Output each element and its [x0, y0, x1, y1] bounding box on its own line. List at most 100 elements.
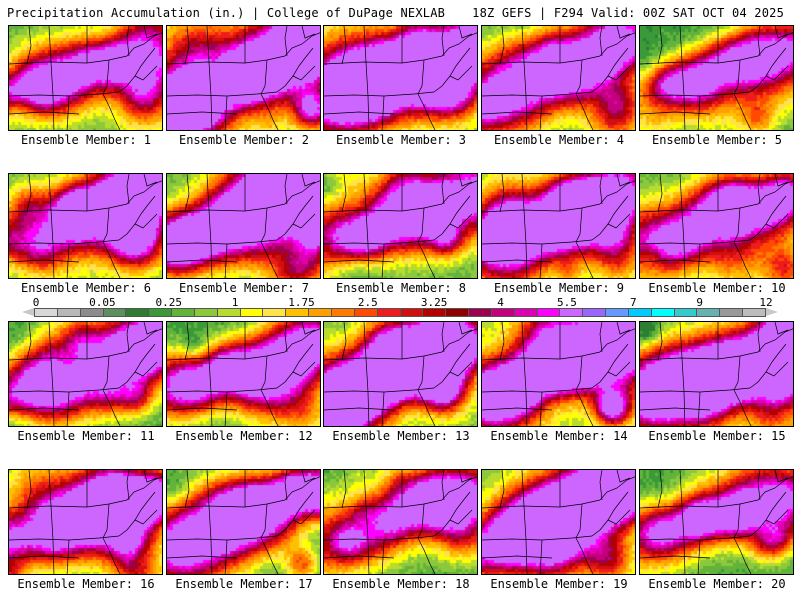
boundary-line	[9, 91, 120, 97]
colorbar-segment	[331, 309, 355, 316]
boundary-line	[765, 509, 789, 525]
boundary-line	[66, 95, 70, 130]
colorbar-segment	[469, 309, 492, 316]
member-label: Ensemble Member: 6	[20, 281, 152, 295]
boundary-line	[224, 243, 228, 278]
boundary-line	[417, 241, 436, 278]
boundary-line	[482, 387, 593, 393]
boundary-line	[102, 93, 121, 130]
colorbar-segment	[149, 309, 173, 316]
member-label: Ensemble Member: 10	[648, 281, 786, 295]
state-boundaries	[640, 470, 793, 574]
boundary-line	[134, 65, 158, 81]
boundary-line	[276, 47, 314, 93]
colorbar-segment	[400, 309, 424, 316]
boundary-line	[167, 111, 238, 115]
boundary-line	[292, 509, 316, 525]
boundary-line	[324, 535, 435, 541]
boundary-line	[102, 59, 110, 95]
boundary-line	[260, 389, 279, 426]
member-label: Ensemble Member: 7	[178, 281, 310, 295]
colorbar-segment	[697, 309, 721, 316]
boundary-line	[276, 195, 314, 241]
member-map-5	[639, 25, 794, 131]
boundary-line	[167, 387, 278, 393]
boundary-line	[679, 470, 686, 574]
boundary-line	[757, 26, 761, 57]
member-map-11	[8, 321, 163, 427]
state-boundaries	[167, 26, 320, 130]
member-label: Ensemble Member: 13	[332, 429, 470, 443]
boundary-line	[324, 259, 395, 263]
boundary-line	[482, 259, 553, 263]
boundary-line	[521, 26, 528, 130]
boundary-line	[449, 509, 473, 525]
state-boundaries	[482, 26, 635, 130]
member-map-19	[481, 469, 636, 575]
boundary-line	[292, 213, 316, 229]
boundary-line	[616, 26, 631, 39]
boundary-line	[657, 26, 663, 65]
boundary-line	[301, 26, 316, 39]
boundary-line	[324, 55, 443, 65]
colorbar-segment	[743, 309, 765, 316]
colorbar-tick-label: 12	[759, 296, 773, 309]
colorbar-segment	[126, 309, 150, 316]
state-boundaries	[324, 26, 477, 130]
boundary-line	[575, 59, 583, 95]
boundary-line	[679, 322, 686, 426]
boundary-line	[757, 476, 793, 501]
boundary-line	[458, 322, 473, 335]
member-label: Ensemble Member: 19	[490, 577, 628, 591]
colorbar-segment	[583, 309, 607, 316]
boundary-line	[324, 203, 443, 213]
boundary-line	[499, 322, 505, 361]
boundary-line	[640, 91, 751, 97]
boundary-line	[324, 351, 443, 361]
boundary-line	[26, 470, 32, 509]
boundary-line	[324, 91, 435, 97]
boundary-line	[9, 239, 120, 245]
boundary-line	[102, 207, 110, 243]
colorbar-segment	[309, 309, 332, 316]
colorbar-tick-label: 9	[696, 296, 703, 309]
boundary-line	[657, 174, 663, 213]
boundary-line	[591, 47, 629, 93]
colorbar-tick-label: 0	[32, 296, 40, 309]
member-map-15	[639, 321, 794, 427]
boundary-line	[224, 95, 228, 130]
boundary-line	[774, 26, 789, 39]
boundary-line	[575, 389, 594, 426]
boundary-line	[284, 476, 320, 501]
boundary-line	[341, 174, 347, 213]
colorbar-segment	[537, 309, 561, 316]
boundary-line	[441, 476, 477, 501]
boundary-line	[167, 555, 238, 559]
boundary-line	[757, 322, 761, 353]
boundary-line	[599, 322, 603, 353]
boundary-line	[575, 93, 594, 130]
colorbar-segment	[651, 309, 675, 316]
colorbar-tick-label: 0.25	[155, 296, 182, 309]
member-label: Ensemble Member: 4	[493, 133, 625, 147]
boundary-line	[301, 322, 316, 335]
boundary-line	[482, 555, 553, 559]
boundary-line	[102, 355, 110, 391]
boundary-line	[9, 111, 80, 115]
boundary-line	[66, 539, 70, 574]
member-label: Ensemble Member: 14	[490, 429, 628, 443]
boundary-line	[765, 65, 789, 81]
boundary-line	[616, 174, 631, 187]
boundary-line	[697, 95, 701, 130]
boundary-line	[126, 476, 162, 501]
boundary-line	[284, 174, 288, 205]
boundary-line	[26, 26, 32, 65]
state-boundaries	[9, 322, 162, 426]
boundary-line	[441, 470, 445, 501]
boundary-line	[324, 555, 395, 559]
boundary-line	[381, 539, 385, 574]
boundary-line	[521, 174, 528, 278]
boundary-line	[575, 503, 583, 539]
boundary-line	[134, 509, 158, 525]
precip-colorbar: 0 0.05 0.25 1 1.75 2.5 3.25 4 5.5 7 9 12	[10, 296, 790, 322]
